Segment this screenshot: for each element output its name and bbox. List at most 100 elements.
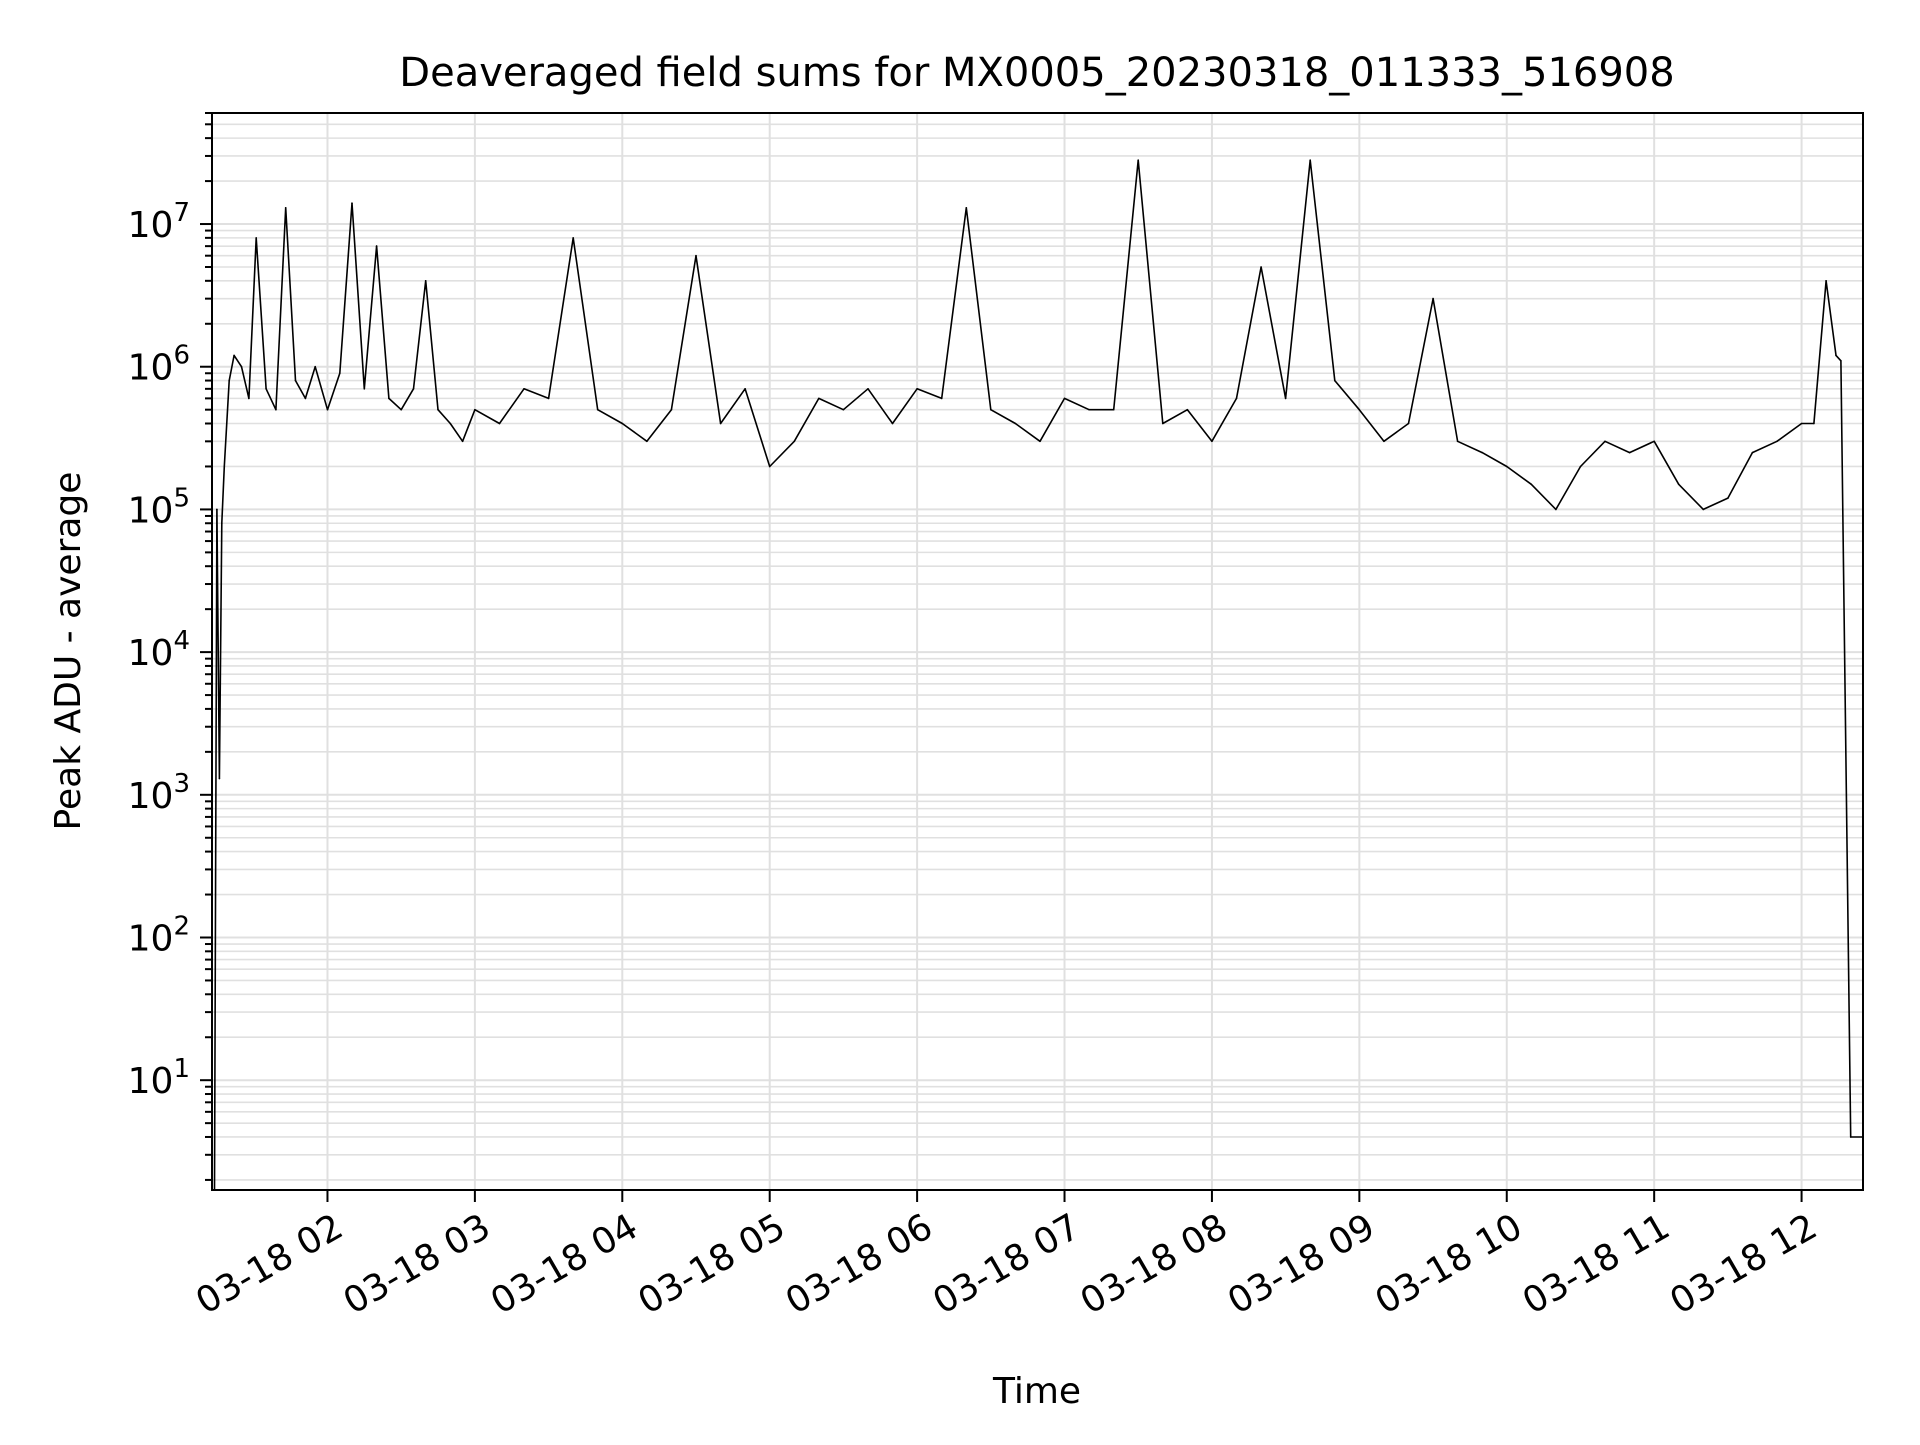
data-point — [1284, 397, 1287, 400]
data-point — [1506, 465, 1508, 468]
data-point — [1334, 379, 1336, 382]
data-point — [940, 397, 943, 400]
data-point — [1432, 297, 1434, 300]
data-point — [339, 372, 341, 375]
data-point — [1383, 440, 1385, 443]
data-point — [228, 379, 230, 382]
data-point — [304, 397, 307, 400]
data-point — [1800, 422, 1803, 425]
y-tick-label: 101 — [128, 1054, 190, 1102]
data-point — [275, 408, 277, 411]
data-point — [1653, 440, 1655, 443]
data-point — [596, 408, 599, 411]
data-point — [216, 508, 218, 511]
data-point — [265, 388, 267, 390]
data-point — [818, 397, 820, 400]
data-point — [523, 388, 525, 390]
data-point — [1727, 497, 1729, 499]
data-point — [223, 465, 226, 468]
data-point — [248, 397, 250, 400]
y-tick-label: 102 — [128, 911, 190, 959]
data-point — [1849, 1136, 1852, 1138]
data-point — [572, 237, 574, 239]
data-point — [1555, 508, 1557, 511]
data-point — [1579, 465, 1582, 468]
data-point — [1112, 408, 1115, 411]
data-point — [1162, 422, 1164, 425]
data-point — [965, 207, 968, 209]
data-point — [1211, 440, 1213, 443]
data-layer — [213, 159, 1864, 1191]
data-point — [1063, 397, 1066, 400]
y-tick-label: 103 — [128, 769, 190, 817]
data-point — [842, 408, 845, 411]
data-point — [221, 522, 223, 524]
y-axis-label: Peak ADU - average — [48, 472, 89, 831]
data-point — [1186, 408, 1189, 411]
data-point — [867, 388, 869, 390]
data-point — [719, 422, 722, 425]
data-point — [400, 408, 403, 411]
data-point — [388, 397, 390, 400]
data-point — [1813, 422, 1815, 425]
data-point — [1407, 422, 1410, 425]
chart-title: Deaveraged field sums for MX0005_2023031… — [399, 50, 1674, 96]
data-point — [351, 202, 353, 204]
data-point — [646, 440, 648, 443]
data-point — [1235, 397, 1238, 400]
data-point — [314, 365, 317, 368]
x-axis-label: Time — [992, 1371, 1081, 1412]
data-point — [1014, 422, 1017, 425]
data-point — [1677, 483, 1680, 486]
data-point — [670, 408, 673, 411]
data-point — [284, 207, 287, 209]
data-point — [375, 245, 378, 247]
data-point — [1358, 408, 1361, 411]
data-point — [1628, 451, 1631, 454]
y-tick-label: 106 — [128, 341, 190, 389]
data-point — [461, 440, 464, 443]
data-point — [621, 422, 624, 425]
data-point — [437, 408, 439, 411]
data-point — [474, 408, 476, 411]
y-tick-label: 107 — [128, 198, 190, 246]
data-point — [1530, 483, 1533, 486]
data-point — [916, 388, 918, 390]
data-point — [412, 388, 415, 390]
data-point — [240, 365, 243, 368]
data-point — [233, 354, 235, 357]
data-point — [793, 440, 796, 443]
data-point — [990, 408, 992, 411]
data-point — [1835, 354, 1837, 357]
data-point — [891, 422, 894, 425]
data-point — [1776, 440, 1778, 443]
data-point — [1088, 408, 1090, 411]
data-point — [1825, 280, 1827, 282]
data-point — [1481, 451, 1483, 454]
data-point — [1260, 266, 1262, 268]
data-point — [1309, 159, 1311, 161]
data-point — [424, 280, 427, 282]
data-point — [547, 397, 550, 400]
data-point — [744, 388, 746, 390]
data-point — [1702, 508, 1705, 511]
data-point — [1456, 440, 1459, 443]
data-point — [449, 422, 452, 425]
data-point — [1840, 360, 1842, 362]
data-point — [218, 777, 221, 780]
data-point — [1751, 451, 1754, 454]
data-point — [768, 465, 771, 468]
data-point — [498, 422, 501, 425]
y-tick-label: 105 — [128, 483, 190, 531]
data-point — [255, 237, 257, 239]
data-point — [695, 254, 697, 257]
data-point — [326, 408, 329, 411]
data-point — [294, 379, 297, 382]
y-tick-label: 104 — [128, 626, 190, 674]
data-point — [1039, 440, 1041, 443]
data-point — [363, 388, 366, 390]
grid-layer — [212, 112, 1863, 1190]
data-point — [1137, 159, 1139, 161]
